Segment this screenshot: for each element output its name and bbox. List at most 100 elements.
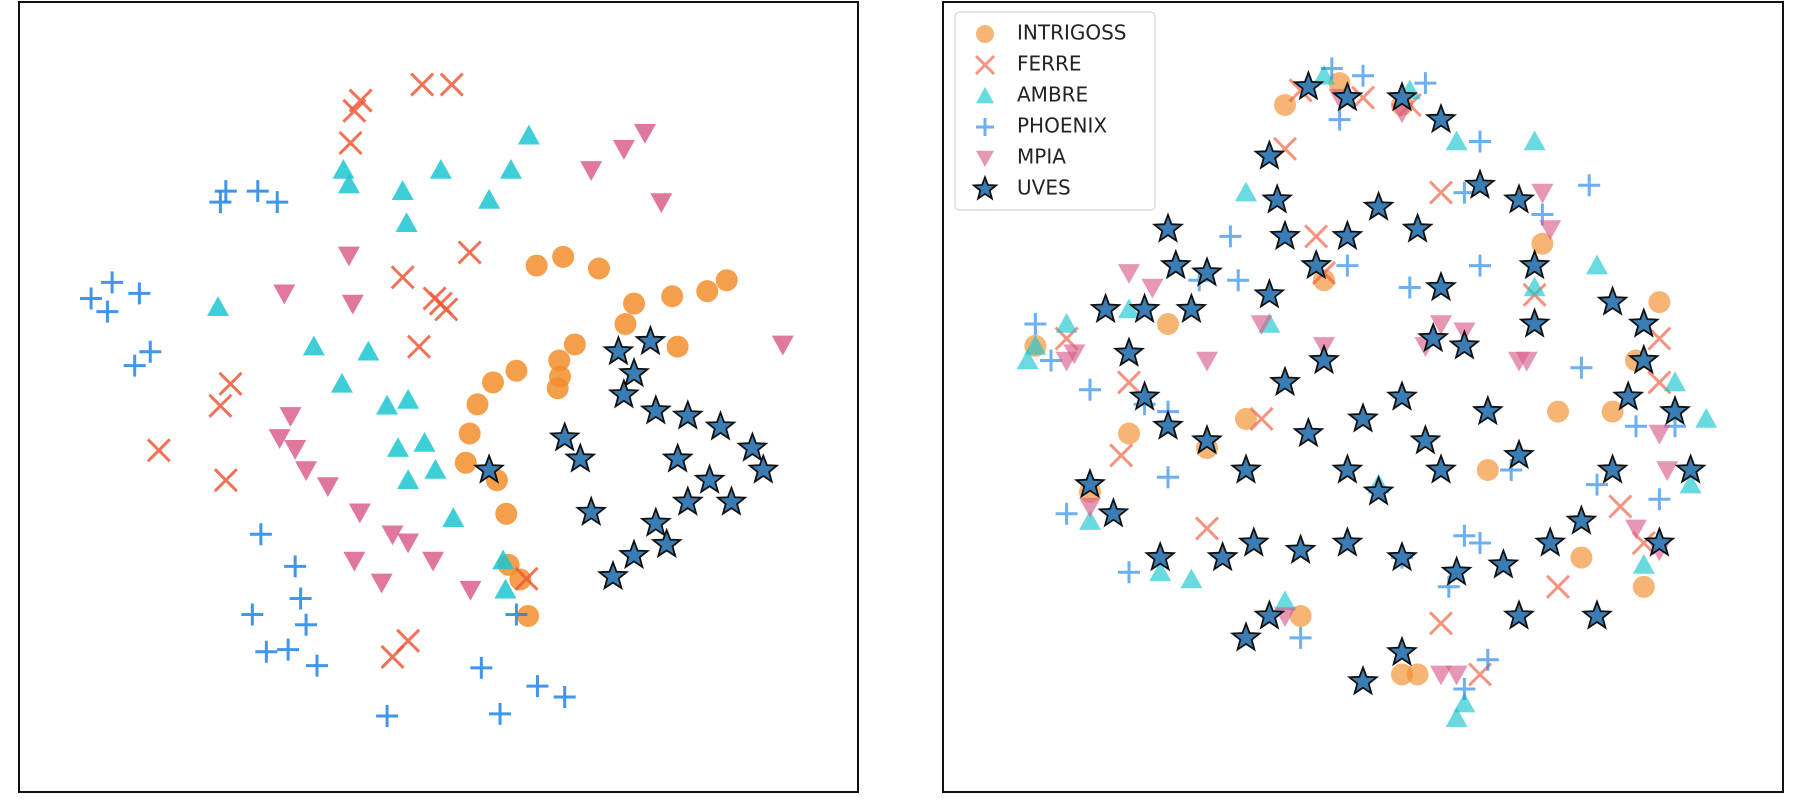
scatter-point xyxy=(1679,473,1702,494)
scatter-point xyxy=(123,354,146,377)
scatter-point xyxy=(1448,329,1481,360)
scatter-point xyxy=(1151,409,1185,440)
scatter-point xyxy=(1476,459,1499,481)
scatter-point xyxy=(715,485,748,516)
scatter-point xyxy=(357,340,380,361)
scatter-point xyxy=(381,525,404,546)
scatter-point xyxy=(499,158,522,179)
scatter-point xyxy=(1428,611,1454,636)
scatter-point xyxy=(410,72,435,97)
scatter-point xyxy=(473,453,506,484)
scatter-point xyxy=(650,193,673,214)
scatter-point xyxy=(482,371,505,394)
scatter-point xyxy=(1391,663,1413,686)
scatter-point xyxy=(1578,174,1601,197)
scatter-point xyxy=(370,573,393,594)
scatter-point xyxy=(617,356,651,388)
scatter-point xyxy=(1440,555,1473,586)
scatter-point xyxy=(617,538,651,570)
scatter-point xyxy=(1424,270,1458,302)
scatter-point xyxy=(1116,370,1142,395)
scatter-point xyxy=(1518,248,1551,280)
scatter-point xyxy=(1190,256,1224,287)
scatter-point xyxy=(1627,307,1660,338)
scatter-point xyxy=(1097,496,1130,528)
scatter-point xyxy=(1469,254,1491,277)
scatter-point xyxy=(429,158,452,179)
scatter-point xyxy=(1502,599,1536,630)
scatter-point xyxy=(1398,276,1421,299)
scatter-point xyxy=(1024,334,1047,355)
scatter-point xyxy=(492,549,515,570)
scatter-point xyxy=(1534,526,1567,557)
scatter-point xyxy=(1445,707,1468,727)
scatter-point xyxy=(249,523,272,546)
scatter-point xyxy=(284,555,307,578)
scatter-point xyxy=(330,372,353,393)
scatter-point xyxy=(1545,574,1571,599)
scatter-point xyxy=(1547,400,1569,423)
scatter-point xyxy=(466,393,489,416)
scatter-point xyxy=(1196,351,1218,372)
legend-marker xyxy=(976,118,994,136)
scatter-point xyxy=(1073,467,1107,499)
scatter-point xyxy=(1141,278,1164,299)
scatter-point xyxy=(564,442,597,473)
scatter-point xyxy=(671,399,704,430)
scatter-point xyxy=(771,335,794,356)
scatter-point xyxy=(1632,575,1655,598)
scatter-point xyxy=(1149,561,1172,581)
scatter-point xyxy=(1040,349,1062,372)
scatter-point xyxy=(255,640,278,663)
scatter-point xyxy=(1539,220,1562,241)
scatter-point xyxy=(1112,336,1146,367)
scatter-point xyxy=(386,437,409,457)
scatter-point xyxy=(526,675,549,698)
legend-marker xyxy=(971,174,999,201)
scatter-point xyxy=(639,506,672,537)
scatter-point xyxy=(552,245,575,268)
scatter-point xyxy=(1453,692,1476,713)
scatter-point xyxy=(1608,494,1633,519)
scatter-point xyxy=(607,377,640,409)
scatter-point xyxy=(295,613,318,636)
scatter-point xyxy=(1151,212,1185,243)
scatter-point xyxy=(439,72,464,97)
scatter-point xyxy=(614,313,637,335)
scatter-point xyxy=(1261,183,1294,214)
scatter-point xyxy=(1253,599,1286,630)
scatter-point xyxy=(1157,466,1179,489)
scatter-point xyxy=(96,300,119,323)
legend-marker xyxy=(976,150,994,167)
scatter-point xyxy=(208,393,233,418)
scatter-point xyxy=(289,587,312,610)
plot-area xyxy=(80,72,794,728)
scatter-point xyxy=(1206,540,1239,572)
scatter-point xyxy=(575,495,608,526)
scatter-point xyxy=(1596,285,1629,316)
scatter-point xyxy=(1237,526,1270,557)
scatter-point xyxy=(623,292,646,315)
scatter-point xyxy=(489,702,512,725)
scatter-point xyxy=(343,551,366,572)
scatter-point xyxy=(1250,315,1273,335)
scatter-point xyxy=(397,533,420,554)
scatter-point xyxy=(266,191,289,214)
scatter-point xyxy=(1656,461,1679,481)
scatter-point xyxy=(1469,532,1491,554)
scatter-point xyxy=(1453,524,1476,547)
scatter-point xyxy=(661,442,694,473)
scatter-point xyxy=(1292,416,1325,448)
scatter-point xyxy=(1346,664,1380,696)
legend-marker xyxy=(976,25,994,43)
scatter-point xyxy=(218,371,243,396)
scatter-point xyxy=(1401,212,1434,243)
scatter-point xyxy=(1235,407,1257,430)
scatter-point xyxy=(1194,516,1220,541)
scatter-point xyxy=(376,394,399,415)
scatter-point xyxy=(1089,292,1122,324)
scatter-point xyxy=(391,180,414,200)
scatter-point xyxy=(1128,292,1161,324)
scatter-point xyxy=(633,123,656,144)
